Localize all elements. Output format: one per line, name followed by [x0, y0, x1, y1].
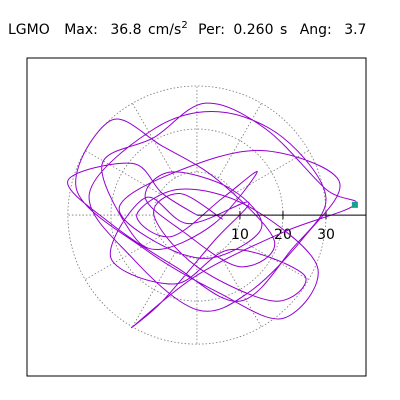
- plot-title: LGMO Max: 36.8 cm/s2 Per: 0.260 s Ang: 3…: [8, 16, 366, 38]
- station: LGMO: [8, 22, 50, 38]
- period-label: Per:: [198, 22, 225, 38]
- angle-label: Ang:: [300, 22, 332, 38]
- max-unit: cm/s: [148, 22, 181, 38]
- radial-line: [84, 150, 160, 194]
- max-unit-power: 2: [181, 20, 187, 31]
- r-tick-label: 10: [231, 227, 249, 243]
- radial-line: [233, 150, 309, 194]
- r-tick-label: 20: [274, 227, 292, 243]
- period-unit: s: [280, 22, 287, 38]
- angle-value: 3.7: [344, 22, 366, 38]
- motion-trace: [67, 102, 357, 329]
- period-value: 0.260: [233, 22, 273, 38]
- max-marker: [351, 201, 358, 208]
- max-label: Max:: [64, 22, 98, 38]
- plot-frame: [26, 57, 367, 377]
- radial-line: [218, 103, 262, 179]
- plot-area: 10 20 30: [67, 85, 366, 345]
- radial-line: [218, 252, 262, 328]
- r-tick-label: 30: [317, 227, 335, 243]
- radial-line: [84, 236, 160, 280]
- max-value: 36.8: [110, 22, 141, 38]
